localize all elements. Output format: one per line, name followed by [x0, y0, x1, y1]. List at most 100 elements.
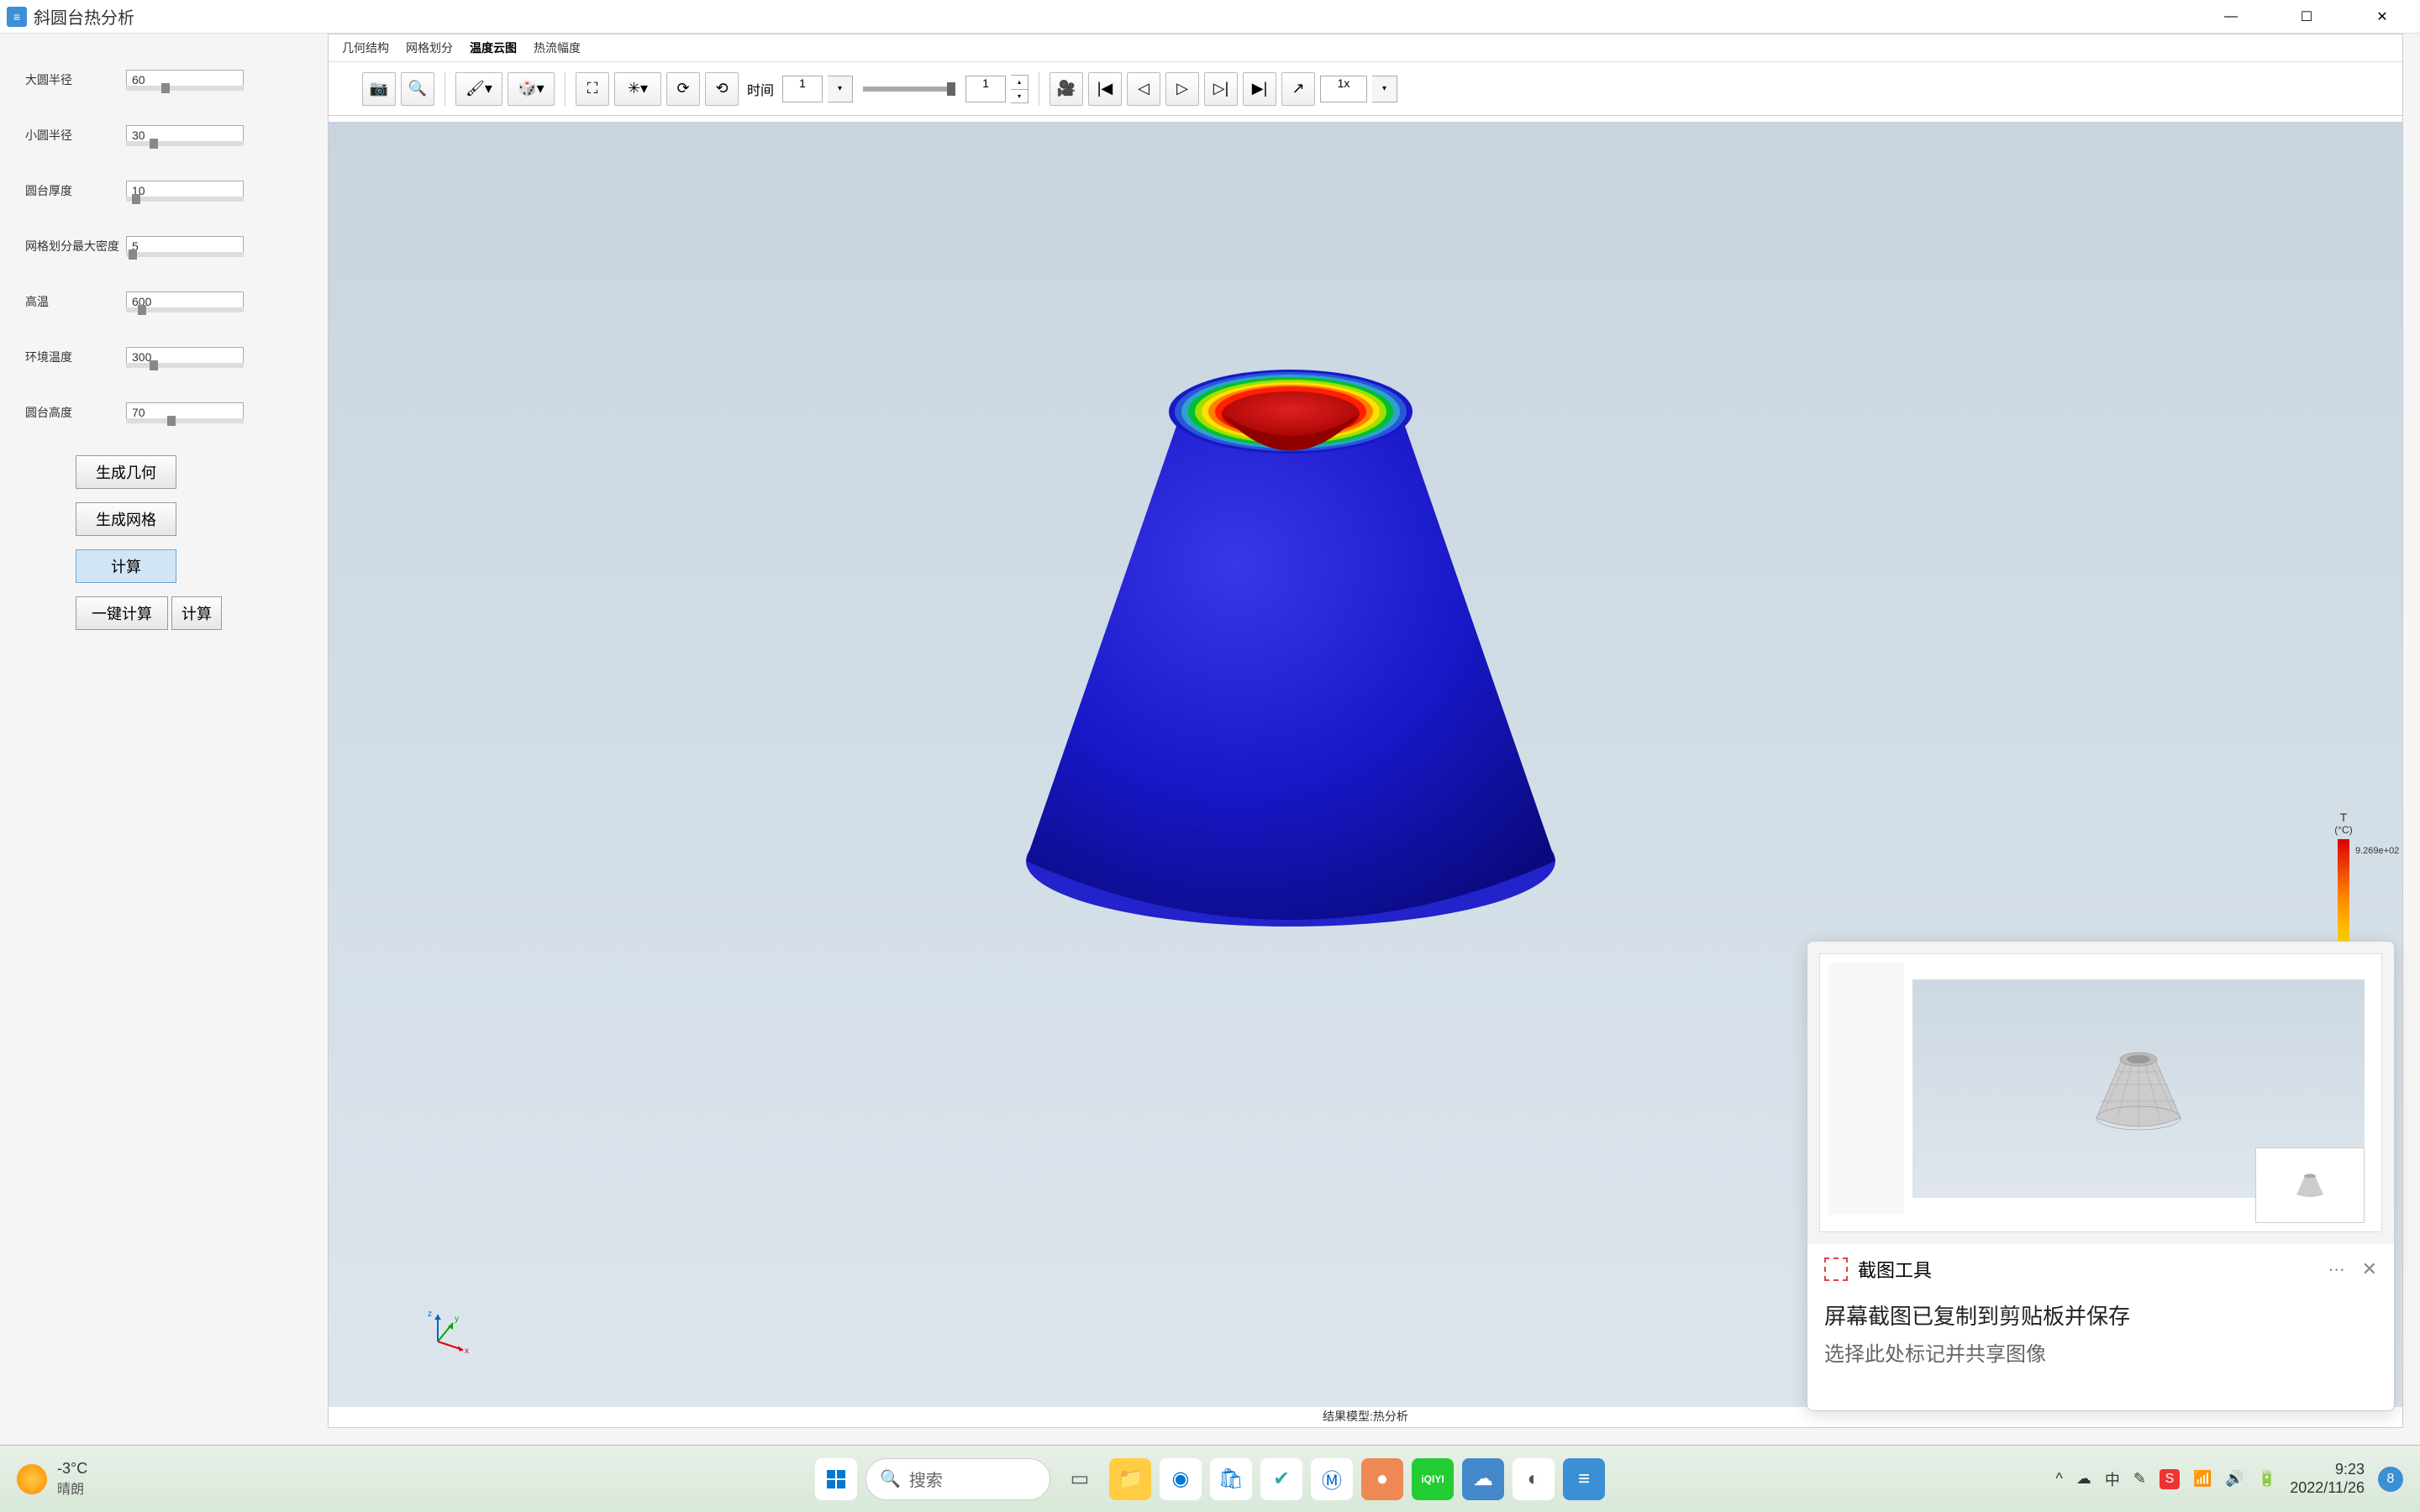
parameter-panel: 大圆半径 60 小圆半径 30 圆台厚度 10 网格划分最大密度 5 高温 60… — [0, 34, 328, 1445]
weather-desc: 晴朗 — [57, 1478, 87, 1498]
param-label: 高温 — [25, 293, 126, 310]
notif-preview — [1807, 942, 2394, 1244]
viewport-toolbar: 📷 🔍 🖌▾ 🎲▾ ⛶ ✳▾ ⟳ ⟲ 时间 1 ▾ 1 ▴ ▾ 🎥 |◀ ◁ ▷ — [329, 62, 2402, 116]
tray-ime[interactable]: 中 — [2105, 1468, 2120, 1490]
time-input[interactable]: 1 — [782, 76, 823, 102]
taskbar-center: 🔍搜索▭📁◉🛍✔Ⓜ●iQIYI☁◐≡ — [815, 1458, 1605, 1500]
taskbar-task-view[interactable]: ▭ — [1059, 1458, 1101, 1500]
export-button[interactable]: ↗ — [1281, 72, 1315, 106]
close-button[interactable]: ✕ — [2344, 0, 2420, 34]
zoom-button[interactable]: 🔍 — [401, 72, 434, 106]
param-slider[interactable] — [126, 363, 244, 368]
maximize-button[interactable]: ☐ — [2269, 0, 2344, 34]
first-frame-button[interactable]: |◀ — [1088, 72, 1122, 106]
step-up[interactable]: ▴ — [1011, 76, 1028, 89]
cone-render — [934, 340, 1648, 995]
tray-notif-badge[interactable]: 8 — [2378, 1467, 2403, 1492]
taskbar-app5[interactable]: ☁ — [1462, 1458, 1504, 1500]
tray-wifi-icon[interactable]: 📶 — [2193, 1470, 2212, 1488]
tray-date: 2022/11/26 — [2290, 1479, 2365, 1498]
legend-title: T — [2318, 811, 2369, 824]
axes-button[interactable]: ✳▾ — [614, 72, 661, 106]
param-label: 圆台厚度 — [25, 182, 126, 199]
time-slider[interactable] — [863, 87, 955, 92]
param-slider[interactable] — [126, 141, 244, 146]
gen-geom-button[interactable]: 生成几何 — [76, 455, 176, 489]
param-slider[interactable] — [126, 86, 244, 91]
param-label: 环境温度 — [25, 349, 126, 365]
weather-widget[interactable]: -3°C 晴朗 — [17, 1460, 87, 1498]
param-row: 大圆半径 60 — [25, 67, 302, 92]
speed-input[interactable]: 1x — [1320, 76, 1367, 102]
axis-triad: x y z — [421, 1308, 471, 1358]
speed-drop[interactable]: ▾ — [1372, 76, 1397, 102]
taskbar-explorer[interactable]: 📁 — [1109, 1458, 1151, 1500]
snip-tool-icon — [1824, 1257, 1848, 1281]
tray-chevron-icon[interactable]: ^ — [2055, 1470, 2062, 1488]
tray-onedrive-icon[interactable]: ☁ — [2076, 1470, 2091, 1488]
prev-frame-button[interactable]: ◁ — [1127, 72, 1160, 106]
legend-max: 9.269e+02 — [2355, 846, 2399, 856]
param-slider[interactable] — [126, 307, 244, 312]
gen-mesh-button[interactable]: 生成网格 — [76, 502, 176, 536]
screenshot-button[interactable]: 📷 — [362, 72, 396, 106]
weather-temp: -3°C — [57, 1460, 87, 1478]
taskbar-app3[interactable]: ● — [1361, 1458, 1403, 1500]
step-input[interactable]: 1 — [965, 76, 1006, 102]
title-bar: ≡ 斜圆台热分析 — ☐ ✕ — [0, 0, 2420, 34]
step-down[interactable]: ▾ — [1011, 89, 1028, 102]
param-row: 网格划分最大密度 5 — [25, 234, 302, 259]
param-row: 环境温度 300 — [25, 344, 302, 370]
tab-0[interactable]: 几何结构 — [342, 39, 389, 56]
taskbar-app2[interactable]: Ⓜ — [1311, 1458, 1353, 1500]
start-button[interactable] — [815, 1458, 857, 1500]
tray-battery-icon[interactable]: 🔋 — [2258, 1470, 2276, 1488]
one-click-button[interactable]: 一键计算 — [76, 596, 168, 630]
taskbar-app1[interactable]: ✔ — [1260, 1458, 1302, 1500]
notif-more-button[interactable]: ⋯ — [2328, 1259, 2345, 1280]
param-slider[interactable] — [126, 418, 244, 423]
tray-clock[interactable]: 9:23 2022/11/26 — [2290, 1461, 2365, 1497]
tray-time: 9:23 — [2290, 1461, 2365, 1479]
rotate-ccw-button[interactable]: ⟲ — [705, 72, 739, 106]
notif-close-button[interactable]: ✕ — [2362, 1258, 2377, 1280]
minimize-button[interactable]: — — [2193, 0, 2269, 34]
taskbar-edge[interactable]: ◉ — [1160, 1458, 1202, 1500]
tab-3[interactable]: 热流幅度 — [534, 39, 581, 56]
snip-notification[interactable]: 截图工具 ⋯ ✕ 屏幕截图已复制到剪贴板并保存 选择此处标记并共享图像 — [1807, 941, 2395, 1411]
separator — [565, 72, 566, 106]
param-slider[interactable] — [126, 252, 244, 257]
search-placeholder: 搜索 — [909, 1467, 943, 1491]
notif-tool-name: 截图工具 — [1858, 1256, 1932, 1283]
taskbar-app6[interactable]: ◐ — [1512, 1458, 1555, 1500]
time-drop[interactable]: ▾ — [828, 76, 853, 102]
taskbar-app7[interactable]: ≡ — [1563, 1458, 1605, 1500]
rotate-cw-button[interactable]: ⟳ — [666, 72, 700, 106]
next-frame-button[interactable]: ▷| — [1204, 72, 1238, 106]
taskbar-search[interactable]: 🔍搜索 — [865, 1458, 1050, 1500]
tray-volume-icon[interactable]: 🔊 — [2225, 1470, 2244, 1488]
tab-2[interactable]: 温度云图 — [470, 39, 517, 56]
sun-icon — [17, 1464, 47, 1494]
record-button[interactable]: 🎥 — [1050, 72, 1083, 106]
compute-button[interactable]: 计算 — [76, 549, 176, 583]
taskbar-store[interactable]: 🛍 — [1210, 1458, 1252, 1500]
tab-1[interactable]: 网格划分 — [406, 39, 453, 56]
param-label: 圆台高度 — [25, 404, 126, 421]
tray-edit-icon[interactable]: ✎ — [2133, 1470, 2146, 1488]
cube-button[interactable]: 🎲▾ — [508, 72, 555, 106]
taskbar: -3°C 晴朗 🔍搜索▭📁◉🛍✔Ⓜ●iQIYI☁◐≡ ^ ☁ 中 ✎ S 📶 🔊… — [0, 1445, 2420, 1512]
play-button[interactable]: ▷ — [1165, 72, 1199, 106]
compute2-button[interactable]: 计算 — [171, 596, 222, 630]
result-tabs: 几何结构网格划分温度云图热流幅度 — [329, 34, 2402, 62]
tray-sogou-icon[interactable]: S — [2160, 1469, 2180, 1489]
svg-text:z: z — [428, 1310, 432, 1319]
legend-bar — [2338, 839, 2349, 957]
param-slider[interactable] — [126, 197, 244, 202]
param-row: 圆台高度 70 — [25, 400, 302, 425]
fit-button[interactable]: ⛶ — [576, 72, 609, 106]
brush-button[interactable]: 🖌▾ — [455, 72, 502, 106]
param-row: 小圆半径 30 — [25, 123, 302, 148]
taskbar-iqiyi[interactable]: iQIYI — [1412, 1458, 1454, 1500]
last-frame-button[interactable]: ▶| — [1243, 72, 1276, 106]
